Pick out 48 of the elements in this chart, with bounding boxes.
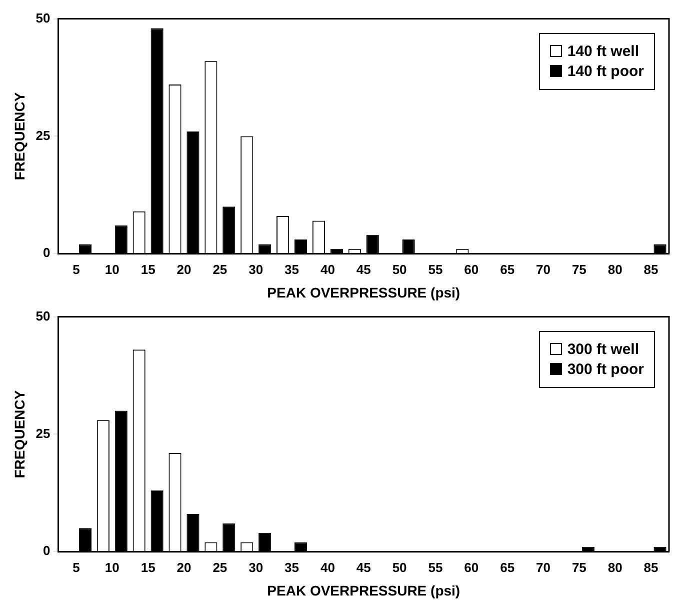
y-tick-label: 0	[43, 245, 50, 260]
x-tick-label: 15	[140, 262, 156, 277]
x-tick-label: 35	[284, 262, 300, 277]
y-tick-label: 50	[36, 10, 50, 26]
x-tick-label: 25	[212, 262, 228, 277]
y-axis-title: FREQUENCY	[11, 390, 28, 478]
x-tick-label: 20	[176, 262, 192, 277]
legend-label: 140 ft poor	[567, 62, 644, 80]
x-tick-label: 50	[392, 560, 407, 575]
legend-label: 300 ft poor	[567, 360, 644, 378]
x-tick-label: 30	[248, 262, 264, 277]
x-tick-label: 60	[464, 560, 479, 575]
x-tick-label: 80	[608, 262, 622, 277]
x-axis-title: PEAK OVERPRESSURE (psi)	[267, 284, 460, 300]
x-tick-label: 85	[644, 560, 658, 575]
x-tick-label: 15	[140, 560, 156, 575]
x-tick-label: 55	[428, 262, 443, 277]
legend-label: 300 ft well	[567, 340, 640, 358]
x-tick-label: 70	[536, 560, 550, 575]
x-tick-label: 25	[212, 560, 228, 575]
x-tick-label: 60	[464, 262, 479, 277]
x-tick-label: 80	[608, 560, 622, 575]
x-tick-label: 55	[428, 560, 443, 575]
x-tick-label: 35	[284, 560, 300, 575]
x-tick-label: 40	[320, 560, 335, 575]
x-tick-label: 10	[104, 560, 120, 575]
x-tick-label: 65	[500, 560, 515, 575]
x-tick-label: 20	[176, 560, 192, 575]
x-axis-title: PEAK OVERPRESSURE (psi)	[267, 582, 460, 598]
y-tick-label: 0	[43, 543, 50, 558]
x-tick-label: 85	[644, 262, 658, 277]
y-tick-label: 25	[36, 426, 50, 441]
x-tick-label: 75	[572, 262, 586, 277]
x-tick-label: 40	[320, 262, 335, 277]
x-tick-label: 5	[72, 262, 80, 277]
x-tick-label: 65	[500, 262, 515, 277]
y-tick-label: 50	[36, 308, 50, 324]
y-tick-label: 25	[36, 128, 50, 143]
legend-label: 140 ft well	[567, 42, 640, 60]
x-tick-label: 70	[536, 262, 550, 277]
x-tick-label: 75	[572, 560, 586, 575]
x-tick-label: 30	[248, 560, 264, 575]
y-axis-title: FREQUENCY	[11, 92, 28, 180]
x-tick-label: 45	[356, 262, 371, 277]
x-tick-label: 45	[356, 560, 371, 575]
x-tick-label: 10	[104, 262, 120, 277]
x-tick-label: 50	[392, 262, 407, 277]
x-tick-label: 5	[72, 560, 80, 575]
